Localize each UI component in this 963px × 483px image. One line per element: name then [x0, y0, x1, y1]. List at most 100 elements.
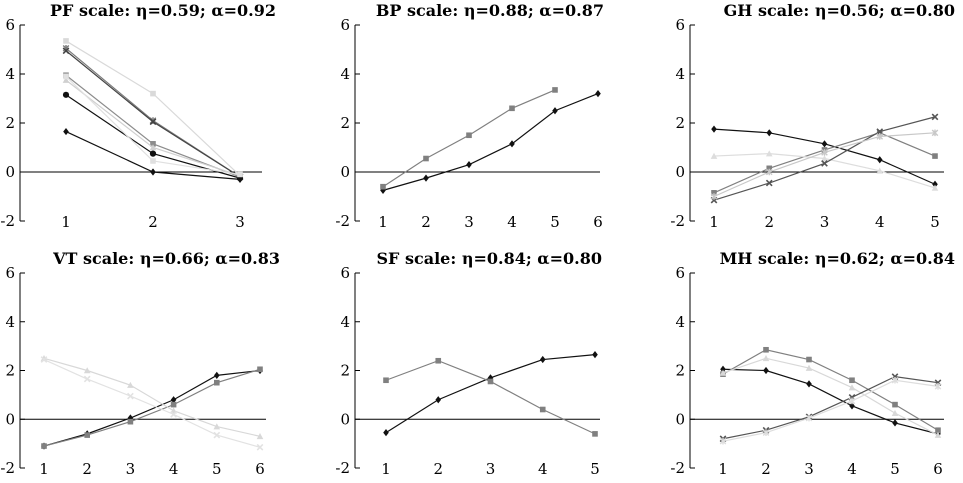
series-line	[722, 368, 939, 435]
chart-panel: BP scale: η=0.88; α=0.87 -2 0 2 4 6 1 2 3 4 5 6	[335, 1, 604, 231]
data-point	[214, 371, 220, 379]
data-point	[765, 150, 773, 157]
data-point	[423, 155, 429, 162]
x-tick-label: 4	[538, 460, 548, 478]
y-tick-label: -2	[670, 459, 685, 477]
x-tick-label: 6	[255, 460, 265, 478]
y-tick-label: 6	[675, 16, 685, 34]
y-tick-label: 6	[675, 264, 685, 282]
data-point	[41, 443, 47, 449]
x-tick-label: 4	[875, 213, 885, 231]
data-point	[539, 355, 546, 364]
data-point	[150, 90, 156, 97]
data-point	[763, 366, 769, 375]
y-tick-label: -2	[335, 212, 350, 230]
x-tick-label: 2	[82, 460, 92, 478]
x-tick-label: 5	[930, 213, 940, 231]
data-point	[592, 351, 598, 359]
x-tick-label: 1	[39, 460, 49, 478]
x-tick-label: 4	[507, 213, 517, 231]
series-line	[722, 349, 939, 431]
data-point	[466, 132, 472, 139]
data-point	[931, 184, 939, 191]
data-point	[539, 406, 546, 413]
data-point	[765, 179, 773, 187]
data-point	[150, 168, 156, 176]
data-point	[821, 155, 828, 162]
series-line	[385, 354, 596, 434]
data-point	[710, 193, 718, 200]
data-point	[934, 431, 942, 438]
data-point	[466, 161, 472, 169]
data-point	[806, 356, 812, 363]
data-point	[62, 91, 70, 98]
data-point	[83, 375, 91, 383]
chart-title: VT scale: η=0.66; α=0.83	[52, 249, 280, 268]
data-point	[805, 364, 813, 371]
data-point	[170, 396, 177, 404]
data-point	[932, 180, 938, 188]
data-point	[256, 443, 264, 451]
data-point	[892, 401, 898, 408]
series-line	[43, 358, 261, 448]
data-point	[63, 127, 69, 136]
data-point	[592, 431, 598, 437]
y-tick-label: 2	[5, 362, 15, 380]
data-point	[762, 429, 770, 436]
x-tick-label: 3	[486, 460, 496, 478]
x-tick-label: 6	[593, 213, 603, 231]
data-point	[149, 150, 157, 157]
data-point	[149, 118, 157, 126]
data-point	[170, 401, 177, 408]
data-point	[931, 113, 939, 121]
data-point	[765, 168, 773, 176]
data-point	[876, 130, 883, 136]
data-point	[62, 47, 70, 55]
chart-panel: PF scale: η=0.59; α=0.92 -2 0 2 4 6 1 2 3	[0, 1, 276, 231]
y-tick-label: 0	[5, 163, 15, 181]
data-point	[711, 125, 717, 133]
x-tick-label: 1	[61, 213, 71, 231]
data-point	[805, 414, 813, 422]
y-tick-label: 4	[5, 65, 15, 83]
y-tick-label: -2	[0, 212, 15, 230]
x-tick-label: 2	[433, 460, 443, 478]
y-tick-label: 0	[5, 410, 15, 428]
data-point	[40, 355, 48, 362]
x-tick-label: 3	[804, 460, 814, 478]
data-point	[127, 418, 134, 425]
data-point	[876, 167, 884, 174]
chart-panel: SF scale: η=0.84; α=0.80 -2 0 2 4 6 1 2 3 4 5	[335, 249, 602, 478]
x-tick-label: 1	[381, 460, 391, 478]
data-point	[84, 432, 90, 438]
data-point	[934, 383, 942, 390]
data-point	[821, 140, 828, 148]
data-point	[552, 87, 558, 93]
series-line	[722, 357, 939, 436]
data-point	[62, 76, 70, 83]
y-tick-label: 2	[675, 362, 685, 380]
x-tick-label: 2	[421, 213, 431, 231]
data-point	[821, 149, 828, 156]
data-point	[83, 367, 91, 374]
x-tick-label: 1	[378, 213, 388, 231]
y-tick-label: 2	[675, 114, 685, 132]
x-tick-label: 5	[590, 460, 600, 478]
y-tick-label: 0	[675, 163, 685, 181]
chart-panel: VT scale: η=0.66; α=0.83 -2 0 2 4 6 1 2 3 4 5 6	[0, 249, 280, 478]
data-point	[710, 152, 718, 159]
y-tick-label: 2	[5, 114, 15, 132]
data-point	[383, 429, 389, 437]
data-point	[848, 384, 856, 391]
data-point	[383, 377, 389, 384]
y-tick-label: 6	[340, 16, 350, 34]
data-point	[876, 128, 884, 135]
series-line	[382, 93, 599, 191]
data-point	[931, 129, 939, 137]
data-point	[237, 171, 243, 178]
data-point	[552, 107, 558, 115]
data-point	[719, 437, 727, 445]
x-tick-label: 2	[761, 460, 771, 478]
y-tick-label: 4	[340, 313, 350, 331]
series-line	[722, 375, 939, 440]
